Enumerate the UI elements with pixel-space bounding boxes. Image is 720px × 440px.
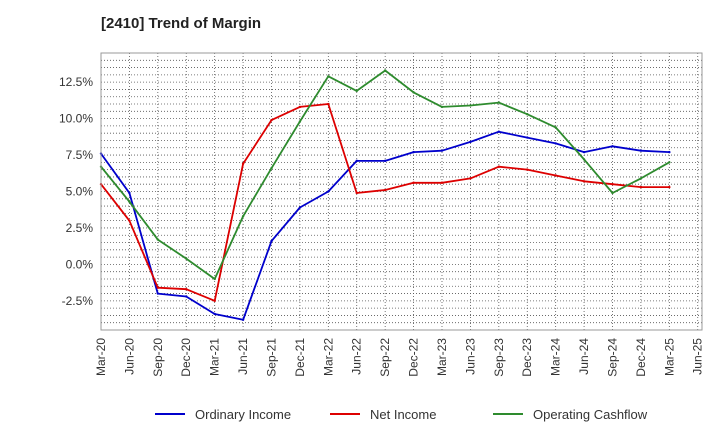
data-point <box>298 206 302 209</box>
x-tick-label: Dec-21 <box>293 338 307 377</box>
x-tick-label: Mar-25 <box>662 338 676 376</box>
data-point <box>582 158 586 161</box>
data-point <box>469 140 472 144</box>
data-point <box>526 113 529 116</box>
data-point <box>497 130 501 133</box>
data-point <box>668 185 671 189</box>
x-tick-label: Jun-20 <box>122 338 136 375</box>
y-tick-label: 7.5% <box>66 148 94 162</box>
x-tick-label: Jun-25 <box>691 338 705 375</box>
x-tick-label: Mar-20 <box>94 338 108 376</box>
x-tick-label: Sep-24 <box>605 338 619 377</box>
x-axis-ticks: Mar-20 Jun-20 Sep-20 Dec-20 Mar-21 Jun-21 Sep-… <box>94 338 705 377</box>
data-point <box>355 89 358 93</box>
data-point <box>554 126 557 129</box>
x-tick-label: Mar-23 <box>435 338 449 376</box>
data-point <box>270 239 273 243</box>
legend-label: Ordinary Income <box>195 407 291 422</box>
data-point <box>298 120 302 123</box>
data-point <box>554 142 557 145</box>
x-tick-label: Jun-21 <box>236 338 250 375</box>
data-point <box>185 295 188 298</box>
legend-label: Operating Cashflow <box>533 407 648 422</box>
data-point <box>213 277 216 281</box>
x-tick-label: Sep-20 <box>151 338 165 377</box>
x-tick-label: Jun-24 <box>577 338 591 375</box>
legend: Ordinary Income Net Income Operating Cashf… <box>155 407 648 422</box>
data-point <box>128 219 131 222</box>
data-point <box>156 286 160 289</box>
data-point <box>526 168 529 171</box>
data-point <box>327 75 330 78</box>
y-tick-label: 10.0% <box>59 112 93 126</box>
data-point <box>185 257 188 260</box>
data-point <box>639 177 643 180</box>
data-point <box>298 105 302 109</box>
data-point <box>611 145 614 148</box>
data-point <box>156 238 160 241</box>
data-point <box>128 200 131 203</box>
data-point <box>241 215 245 218</box>
data-point <box>383 69 387 72</box>
data-point <box>497 101 501 104</box>
legend-label: Net Income <box>370 407 436 422</box>
data-point <box>355 159 358 163</box>
series-lines <box>99 69 671 321</box>
data-point <box>440 105 444 109</box>
data-point <box>639 149 643 152</box>
y-tick-label: -2.5% <box>62 294 94 308</box>
data-point <box>639 185 643 189</box>
chart-title: [2410] Trend of Margin <box>101 15 262 32</box>
x-tick-label: Mar-22 <box>321 338 335 376</box>
data-point <box>270 118 273 122</box>
x-tick-label: Dec-22 <box>407 338 421 377</box>
data-point <box>213 299 216 303</box>
data-point <box>668 161 671 164</box>
x-tick-label: Sep-21 <box>264 338 278 377</box>
data-point <box>270 166 273 170</box>
data-point <box>327 190 330 193</box>
data-point <box>355 191 358 195</box>
data-point <box>497 165 501 168</box>
data-point <box>440 149 444 152</box>
data-point <box>213 312 216 316</box>
data-point <box>327 102 330 106</box>
data-point <box>611 183 614 186</box>
data-point <box>412 150 415 154</box>
y-tick-label: 5.0% <box>66 185 94 199</box>
x-tick-label: Sep-22 <box>378 338 392 377</box>
data-point <box>582 150 586 154</box>
y-tick-label: 0.0% <box>66 257 94 271</box>
x-tick-label: Dec-23 <box>520 338 534 377</box>
x-tick-label: Jun-22 <box>350 338 364 375</box>
x-tick-label: Mar-24 <box>549 338 563 376</box>
plot-frame <box>100 52 703 331</box>
y-tick-label: 2.5% <box>66 221 94 235</box>
data-point <box>241 318 245 321</box>
data-point <box>469 177 472 180</box>
data-point <box>611 191 614 195</box>
data-point <box>185 287 188 291</box>
data-point <box>668 150 671 154</box>
data-point <box>383 159 387 163</box>
x-tick-label: Jun-23 <box>463 338 477 375</box>
y-tick-label: 12.5% <box>59 75 93 89</box>
x-tick-label: Mar-21 <box>208 338 222 376</box>
y-axis-ticks: -2.5% 0.0% 2.5% 5.0% 7.5% 10.0% 12.5% <box>59 75 93 308</box>
data-point <box>412 91 415 94</box>
data-point <box>383 188 387 192</box>
data-point <box>526 136 529 139</box>
data-point <box>128 191 131 195</box>
data-point <box>156 292 160 295</box>
data-point <box>554 174 557 177</box>
data-point <box>469 104 472 107</box>
x-tick-label: Sep-23 <box>492 338 506 377</box>
x-tick-label: Dec-20 <box>179 338 193 377</box>
data-point <box>412 181 415 184</box>
data-point <box>582 180 586 183</box>
x-tick-label: Dec-24 <box>634 338 648 377</box>
data-point <box>241 162 245 165</box>
data-point <box>440 181 444 184</box>
